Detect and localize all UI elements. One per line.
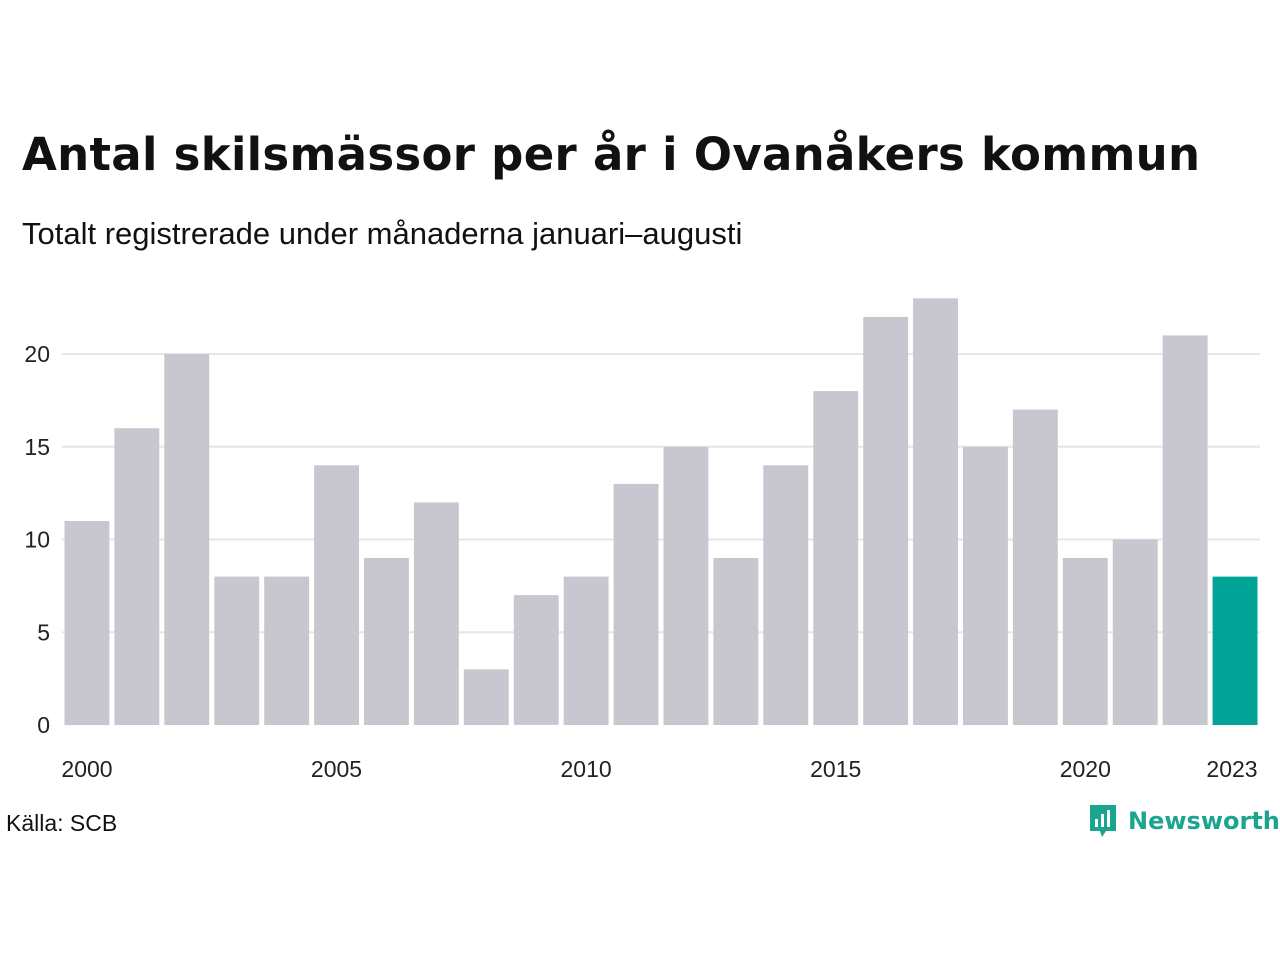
x-tick-label: 2015 [810,756,861,782]
bar-2002 [164,354,210,725]
bar-2020 [1062,558,1108,725]
x-axis-ticks: 2000 2005 2010 2015 2020 2023 [61,756,1257,782]
chart-subtitle: Totalt registrerade under månaderna janu… [22,216,743,251]
y-axis-ticks: 0 5 10 15 20 [24,341,50,738]
y-tick-label: 5 [37,619,50,645]
bar-2022 [1162,335,1208,725]
newsworthy-logo-icon [1090,805,1116,837]
bar-2013 [713,558,759,725]
newsworthy-logo: Newsworthy [1088,803,1280,839]
x-tick-label: 2020 [1060,756,1111,782]
x-tick-label: 2023 [1206,756,1257,782]
x-tick-label: 2000 [61,756,112,782]
bar-2005 [314,465,359,725]
bar-2011 [613,483,659,726]
bar-2000 [64,521,110,726]
y-tick-label: 0 [37,712,50,738]
gridlines [62,353,1260,634]
bar-2018 [963,446,1008,726]
y-tick-label: 10 [24,527,50,553]
bar-2012 [663,446,709,726]
bar-2008 [463,669,509,726]
bar-2007 [413,502,459,725]
bar-2016 [863,316,909,725]
bar-2010 [563,576,609,725]
y-tick-label: 15 [24,434,50,460]
bar-2014 [763,465,809,725]
x-tick-label: 2010 [561,756,612,782]
logo-name: Newsworthy [1128,807,1280,835]
source-note: Källa: SCB [6,810,118,836]
bar-2003 [214,576,260,725]
bars [64,298,1258,726]
chart-title: Antal skilsmässor per år i Ovanåkers kom… [22,128,1201,181]
x-tick-label: 2005 [311,756,362,782]
y-tick-label: 20 [24,341,50,367]
bar-2019 [1012,409,1058,725]
bar-2015 [813,391,859,725]
bar-2006 [364,558,409,725]
bar-2017 [913,298,958,725]
bar-2004 [264,576,310,725]
bar-2009 [513,595,559,725]
bar-2023 [1212,576,1258,725]
bar-2001 [114,428,160,725]
bar-2021 [1112,539,1158,725]
